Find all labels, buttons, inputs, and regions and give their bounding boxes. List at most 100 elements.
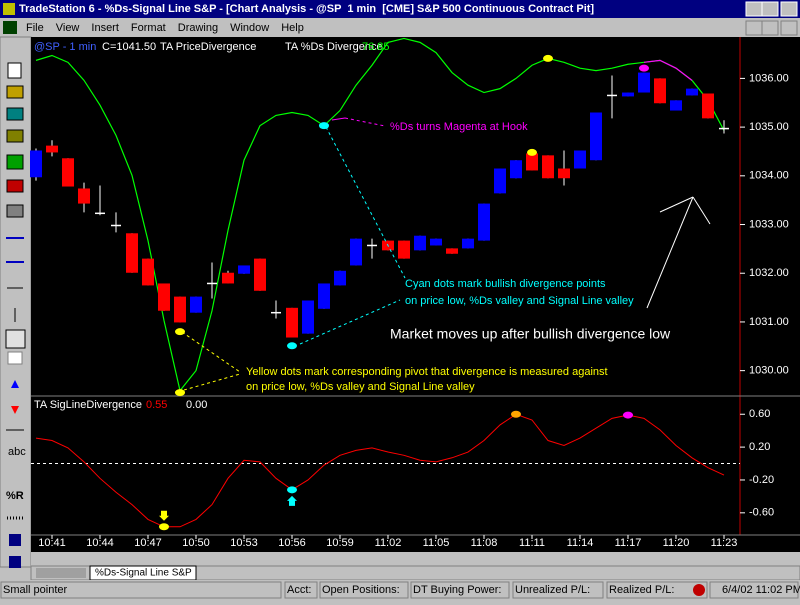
- annotation: Cyan dots mark bullish divergence points: [405, 278, 606, 290]
- tool-first[interactable]: [9, 534, 21, 546]
- study-label: TA %Ds Divergence: [285, 41, 383, 53]
- tool-last[interactable]: [9, 556, 21, 568]
- tool-chart[interactable]: [6, 154, 24, 170]
- doc-icon: [3, 21, 17, 34]
- candle-body: [526, 153, 538, 171]
- y-tick-label: -0.60: [749, 507, 774, 519]
- doc-restore[interactable]: [761, 20, 779, 36]
- tool-label[interactable]: %R: [6, 490, 24, 502]
- x-tick-label: 11:05: [423, 537, 450, 549]
- tool-folder[interactable]: [6, 107, 24, 121]
- pivot-dot: [175, 389, 185, 397]
- x-tick-label: 11:14: [567, 537, 594, 549]
- tool-new[interactable]: [7, 62, 22, 79]
- tool-pointer[interactable]: [5, 329, 26, 349]
- annotation: Yellow dots mark corresponding pivot tha…: [246, 366, 608, 378]
- cyan-pointer: [325, 126, 406, 279]
- tool-open[interactable]: [6, 85, 24, 99]
- pivot-dot: [287, 486, 297, 494]
- x-tick-label: 11:23: [711, 537, 738, 549]
- pivot-dot: [543, 54, 553, 62]
- candle-body: [190, 296, 202, 313]
- candle-body: [622, 92, 634, 97]
- y-tick-label: 0.60: [749, 408, 770, 420]
- candle-body: [702, 93, 714, 119]
- menu-item[interactable]: View: [56, 22, 80, 34]
- cyan-pointer: [299, 299, 401, 345]
- tool-up-arrow[interactable]: [11, 380, 19, 388]
- close-button[interactable]: [780, 1, 798, 17]
- candle-body: [350, 238, 362, 266]
- candle-body: [62, 158, 74, 187]
- tool-note[interactable]: [7, 351, 23, 365]
- x-tick-label: 10:44: [86, 537, 114, 549]
- candle-body: [478, 203, 490, 241]
- tool-save[interactable]: [6, 129, 24, 143]
- pivot-dot: [623, 411, 633, 419]
- menu-item[interactable]: File: [26, 22, 44, 34]
- y-tick-label: 1032.00: [749, 267, 789, 279]
- candle-body: [446, 248, 458, 254]
- status-text: Small pointer: [3, 584, 68, 596]
- hook-pointer: [331, 117, 346, 121]
- window-title: TradeStation 6 - %Ds-Signal Line S&P - […: [19, 3, 594, 15]
- candle-body: [398, 240, 410, 259]
- status-text: Unrealized P/L:: [515, 584, 590, 596]
- tool-data[interactable]: [6, 179, 24, 193]
- candle-body: [78, 188, 90, 204]
- tool-down-arrow[interactable]: [11, 406, 19, 414]
- x-tick-label: 10:41: [38, 537, 66, 549]
- status-light: [693, 584, 705, 596]
- y-tick-label: 1036.00: [749, 72, 789, 84]
- symbol-label: @SP - 1 min: [34, 41, 96, 53]
- arrow-line: [646, 196, 694, 309]
- minimize-button[interactable]: [745, 1, 763, 17]
- pivot-arrow: [287, 495, 297, 506]
- candle-body: [46, 145, 58, 153]
- candle-body: [126, 233, 138, 273]
- menu-item[interactable]: Help: [281, 22, 304, 34]
- pivot-dot: [175, 328, 185, 336]
- scroll-area: [31, 552, 800, 566]
- maximize-button[interactable]: [761, 1, 779, 17]
- status-text: 6/4/02 11:02 PM: [722, 584, 800, 596]
- annotation: on price low, %Ds valley and Signal Line…: [246, 381, 475, 393]
- tool-print[interactable]: [6, 204, 24, 218]
- candle-body: [510, 160, 522, 179]
- menu-item[interactable]: Insert: [91, 22, 119, 34]
- pivot-arrow: [159, 510, 169, 521]
- annotation: on price low, %Ds valley and Signal Line…: [405, 295, 634, 307]
- study-label: TA SigLineDivergence: [34, 399, 142, 411]
- candle-body: [222, 272, 234, 284]
- signal-line: [35, 413, 725, 528]
- candle-body: [462, 238, 474, 249]
- tool-label[interactable]: abc: [8, 446, 26, 458]
- candle-body: [430, 238, 442, 246]
- tab-scroll[interactable]: [36, 568, 86, 578]
- status-text: Open Positions:: [322, 584, 400, 596]
- menu-item[interactable]: Format: [131, 22, 166, 34]
- status-cell: [284, 581, 318, 599]
- study-label: TA PriceDivergence: [160, 41, 256, 53]
- menu-item[interactable]: Window: [230, 22, 269, 34]
- x-tick-label: 11:02: [375, 537, 402, 549]
- x-tick-label: 10:56: [278, 537, 306, 549]
- pivot-dot: [511, 410, 521, 418]
- pivot-dot: [527, 148, 537, 156]
- status-cell: [319, 581, 409, 599]
- y-tick-label: 1030.00: [749, 365, 789, 377]
- tab-label[interactable]: %Ds-Signal Line S&P: [95, 568, 192, 579]
- drawing-toolbar: [0, 36, 32, 568]
- y-tick-label: 0.20: [749, 441, 770, 453]
- doc-minimize[interactable]: [745, 20, 763, 36]
- pivot-dot: [639, 64, 649, 72]
- x-tick-label: 10:59: [326, 537, 354, 549]
- x-tick-label: 10:50: [182, 537, 210, 549]
- status-bar: [0, 580, 800, 600]
- doc-close[interactable]: [780, 20, 798, 36]
- candle-body: [558, 168, 570, 179]
- menu-item[interactable]: Drawing: [178, 22, 218, 34]
- candle-body: [174, 296, 186, 323]
- candle-body: [686, 88, 698, 96]
